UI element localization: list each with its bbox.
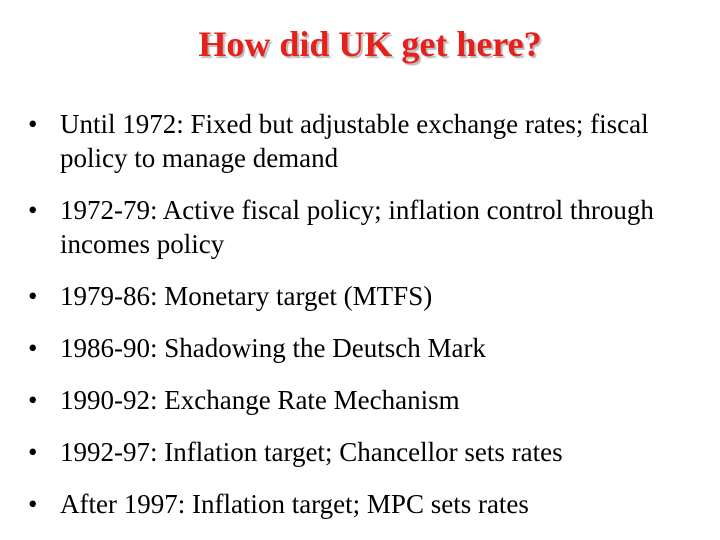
- bullet-marker: •: [28, 489, 38, 519]
- bullet-item: • 1990-92: Exchange Rate Mechanism: [28, 383, 708, 417]
- slide-title: How did UK get here?: [198, 24, 542, 64]
- bullet-item: • 1986-90: Shadowing the Deutsch Mark: [28, 331, 708, 365]
- bullet-item: • 1972-79: Active fiscal policy; inflati…: [28, 193, 708, 261]
- bullet-list: • Until 1972: Fixed but adjustable excha…: [28, 107, 708, 539]
- bullet-text: 1990-92: Exchange Rate Mechanism: [60, 385, 460, 415]
- bullet-marker: •: [28, 281, 38, 311]
- bullet-item: • 1992-97: Inflation target; Chancellor …: [28, 435, 708, 469]
- bullet-marker: •: [28, 385, 38, 415]
- bullet-item: • 1979-86: Monetary target (MTFS): [28, 279, 708, 313]
- bullet-marker: •: [28, 437, 38, 467]
- bullet-text: 1979-86: Monetary target (MTFS): [60, 281, 433, 311]
- bullet-marker: •: [28, 195, 38, 225]
- bullet-text: Until 1972: Fixed but adjustable exchang…: [60, 109, 649, 173]
- bullet-marker: •: [28, 109, 38, 139]
- bullet-marker: •: [28, 333, 38, 363]
- bullet-text: 1972-79: Active fiscal policy; inflation…: [60, 195, 654, 259]
- bullet-item: • After 1997: Inflation target; MPC sets…: [28, 487, 708, 521]
- bullet-text: After 1997: Inflation target; MPC sets r…: [60, 489, 529, 519]
- bullet-text: 1986-90: Shadowing the Deutsch Mark: [60, 333, 486, 363]
- bullet-item: • Until 1972: Fixed but adjustable excha…: [28, 107, 708, 175]
- bullet-text: 1992-97: Inflation target; Chancellor se…: [60, 437, 563, 467]
